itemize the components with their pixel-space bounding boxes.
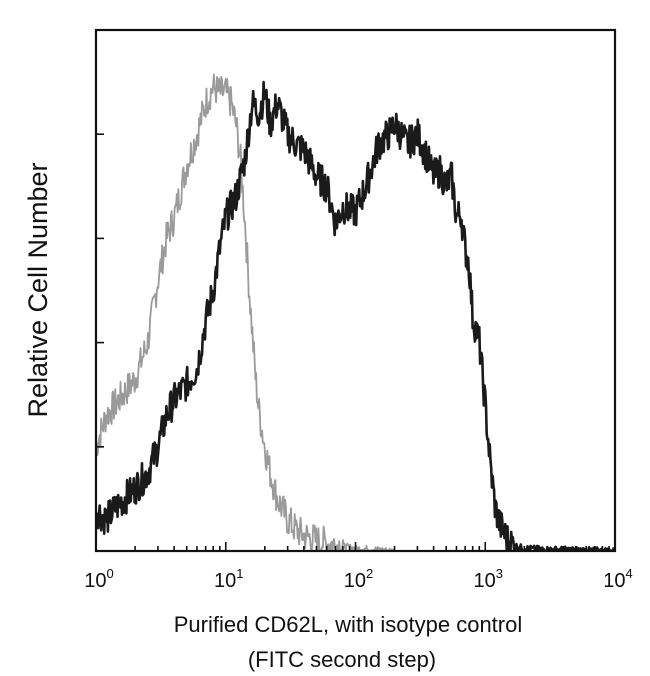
series-1-line (96, 73, 395, 551)
x-tick-label: 104 (603, 566, 632, 592)
x-axis-ticks (95, 542, 610, 551)
x-tick-label: 101 (214, 566, 243, 592)
x-axis-label-line-1: Purified CD62L, with isotype control (174, 612, 523, 637)
x-tick-label: 100 (84, 566, 113, 592)
x-axis-label-line-2: (FITC second step) (248, 647, 436, 672)
x-axis-tick-labels: 100 101 102 103 104 (84, 566, 632, 592)
x-tick-label: 102 (344, 566, 373, 592)
x-tick-label: 103 (474, 566, 503, 592)
y-axis-label: Relative Cell Number (23, 162, 53, 417)
plot-frame (94, 28, 617, 553)
series-layer (96, 73, 615, 551)
y-axis-ticks (96, 29, 104, 552)
series-2-line (96, 80, 615, 551)
